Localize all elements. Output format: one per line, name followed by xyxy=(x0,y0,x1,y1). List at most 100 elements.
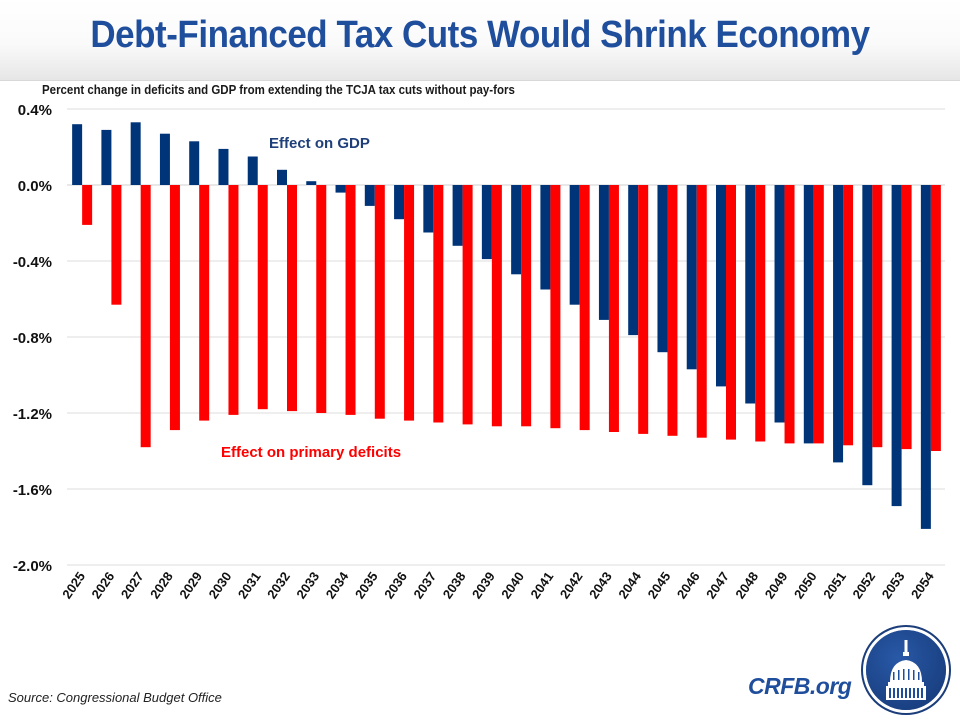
bars xyxy=(72,122,941,529)
annotations: Effect on GDP Effect on primary deficits xyxy=(221,135,401,461)
deficit-bar xyxy=(901,185,912,450)
x-tick-label: 2031 xyxy=(235,569,264,601)
gdp-series-label: Effect on GDP xyxy=(269,135,370,152)
gdp-bar xyxy=(628,185,639,336)
gdp-bar xyxy=(686,185,697,370)
gdp-bar xyxy=(774,185,785,423)
gridlines xyxy=(67,108,945,566)
x-tick-label: 2053 xyxy=(879,569,908,601)
x-tick-label: 2027 xyxy=(118,569,147,601)
gdp-bar xyxy=(716,185,726,387)
deficit-bar xyxy=(872,185,883,448)
gdp-bar xyxy=(598,185,609,320)
x-tick-label: 2048 xyxy=(732,569,761,601)
x-tick-label: 2033 xyxy=(293,569,322,601)
gdp-bar xyxy=(862,185,873,486)
x-tick-label: 2038 xyxy=(440,569,469,601)
capitol-dome-logo-icon xyxy=(860,622,952,718)
deficit-bar xyxy=(140,185,151,448)
x-tick-label: 2025 xyxy=(59,569,88,601)
y-axis-tick-labels: 0.4% 0.0% -0.4% -0.8% -1.2% -1.6% -2.0% xyxy=(13,102,52,575)
deficit-bar xyxy=(316,185,327,413)
x-tick-label: 2050 xyxy=(791,569,820,601)
gdp-bar xyxy=(745,185,756,404)
deficit-bar xyxy=(813,185,824,444)
gdp-bar xyxy=(803,185,814,444)
deficit-bar xyxy=(287,185,297,412)
x-tick-label: 2028 xyxy=(147,569,176,601)
deficit-bar xyxy=(755,185,766,442)
deficit-bar xyxy=(433,185,444,423)
x-axis-tick-labels: 2025 2026 2027 2028 2029 2030 2031 2032 2033 2034… xyxy=(59,568,937,601)
x-tick-label: 2046 xyxy=(674,569,703,601)
x-tick-label: 2039 xyxy=(469,569,498,601)
gdp-bar xyxy=(540,185,551,290)
gdp-bar xyxy=(452,185,463,246)
y-tick-label: -1.2% xyxy=(13,406,52,423)
gdp-bar xyxy=(101,129,112,185)
gdp-bar xyxy=(481,185,492,260)
x-tick-label: 2040 xyxy=(498,569,527,601)
title-banner: Debt-Financed Tax Cuts Would Shrink Econ… xyxy=(0,0,960,81)
x-tick-label: 2035 xyxy=(352,569,381,601)
deficit-bar xyxy=(550,185,561,429)
deficit-bar xyxy=(696,185,707,438)
deficit-bar xyxy=(667,185,678,436)
x-tick-label: 2049 xyxy=(762,569,791,601)
x-tick-label: 2032 xyxy=(264,569,293,601)
y-tick-label: 0.0% xyxy=(18,178,52,195)
x-tick-label: 2042 xyxy=(557,569,586,601)
gdp-bar xyxy=(511,185,522,275)
deficit-bar xyxy=(462,185,473,425)
gdp-bar xyxy=(247,156,258,185)
x-tick-label: 2041 xyxy=(527,569,556,601)
gdp-bar xyxy=(891,185,902,507)
x-tick-label: 2047 xyxy=(703,569,732,601)
deficit-bar xyxy=(345,185,356,415)
gdp-bar xyxy=(159,133,170,185)
y-tick-label: 0.4% xyxy=(18,102,52,119)
gdp-bar xyxy=(423,185,434,233)
x-tick-label: 2045 xyxy=(645,569,674,601)
gdp-bar xyxy=(920,185,931,529)
gdp-bar xyxy=(277,169,287,185)
deficit-bar xyxy=(111,185,122,305)
deficit-bar xyxy=(726,185,736,440)
gdp-bar xyxy=(130,122,141,185)
deficit-bar xyxy=(784,185,795,444)
gdp-bar xyxy=(72,124,83,185)
gdp-bar xyxy=(335,185,346,193)
y-tick-label: -1.6% xyxy=(13,482,52,499)
deficit-bar xyxy=(82,185,93,225)
x-tick-label: 2051 xyxy=(820,569,849,601)
x-tick-label: 2044 xyxy=(615,568,644,601)
brand-link[interactable]: CRFB.org xyxy=(748,673,852,699)
deficit-bar xyxy=(169,185,180,431)
deficit-bar xyxy=(491,185,502,427)
deficit-bar xyxy=(374,185,385,419)
y-tick-label: -0.4% xyxy=(13,254,52,271)
x-tick-label: 2029 xyxy=(176,569,205,601)
x-tick-label: 2052 xyxy=(849,569,878,601)
y-tick-label: -0.8% xyxy=(13,330,52,347)
chart-subtitle: Percent change in deficits and GDP from … xyxy=(42,83,515,97)
x-tick-label: 2026 xyxy=(88,569,117,601)
gdp-bar xyxy=(833,185,844,463)
x-tick-label: 2054 xyxy=(908,568,937,601)
deficit-bar xyxy=(521,185,532,427)
x-tick-label: 2034 xyxy=(323,568,352,601)
deficit-bar xyxy=(638,185,649,434)
source-note: Source: Congressional Budget Office xyxy=(8,690,222,705)
chart-title: Debt-Financed Tax Cuts Would Shrink Econ… xyxy=(90,14,870,56)
gdp-bar xyxy=(394,185,405,220)
deficit-bar xyxy=(930,185,941,451)
gdp-bar xyxy=(569,185,580,305)
deficit-bar xyxy=(579,185,590,431)
deficit-bar xyxy=(843,185,854,446)
gdp-bar xyxy=(364,185,375,206)
x-tick-label: 2037 xyxy=(410,569,439,601)
deficit-bar xyxy=(404,185,415,421)
gdp-bar xyxy=(189,141,200,185)
gdp-bar xyxy=(306,181,317,185)
